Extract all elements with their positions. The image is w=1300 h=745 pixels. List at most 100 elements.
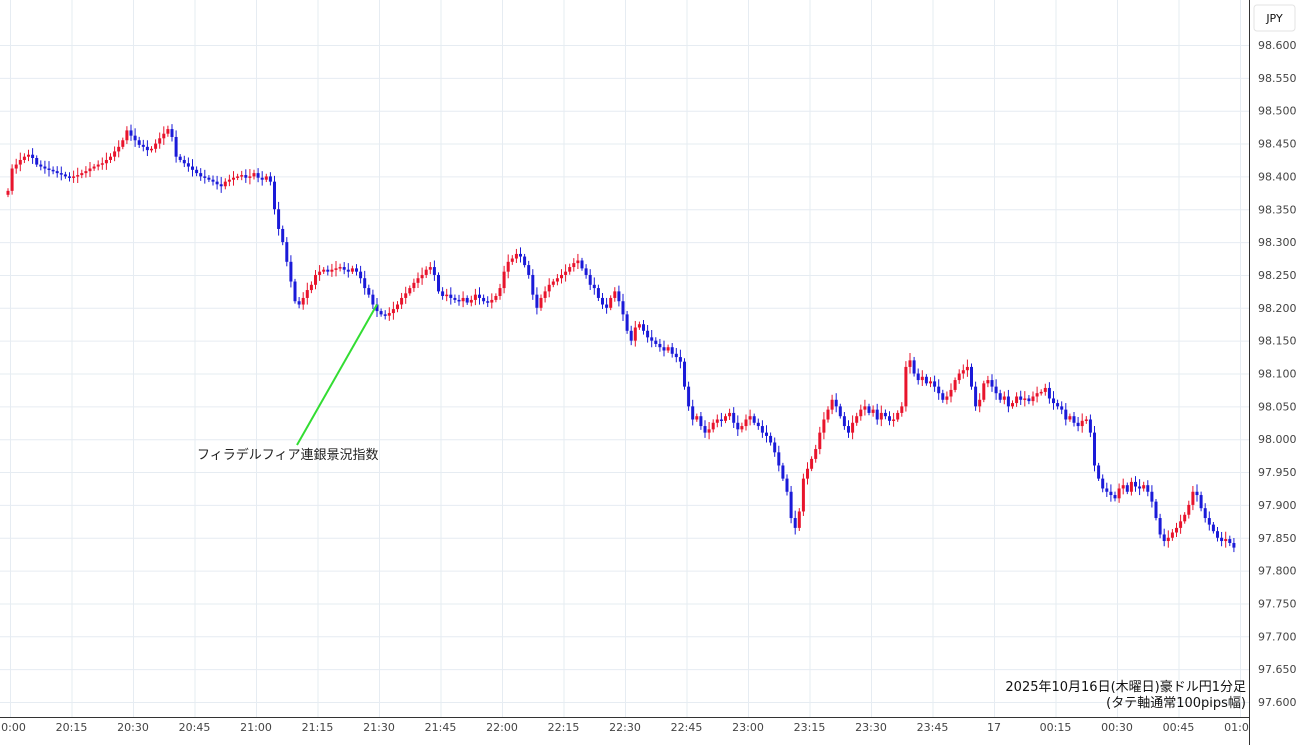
candle-body [1166, 537, 1170, 542]
candle-body [498, 288, 502, 296]
candle-body [666, 347, 670, 351]
price-tick-label: 98.400 [1258, 170, 1297, 183]
candle [551, 278, 555, 288]
candle-body [818, 432, 822, 450]
candle [39, 160, 43, 171]
candle [965, 359, 969, 377]
candle-body [1047, 387, 1051, 399]
candle-body [1006, 396, 1010, 407]
candle [129, 124, 133, 141]
candle-body [203, 176, 207, 178]
candle [293, 278, 297, 304]
candle [855, 412, 859, 426]
candle-body [683, 361, 686, 387]
candle-body [301, 297, 305, 305]
candle [728, 408, 732, 420]
candle-body [59, 173, 63, 175]
candle-body [14, 164, 18, 169]
candle [781, 462, 785, 481]
candle [191, 159, 194, 177]
candle [314, 269, 317, 290]
candle [785, 474, 789, 496]
candle-body [166, 129, 170, 134]
price-tick-label: 98.300 [1258, 236, 1297, 249]
candle-body [732, 412, 736, 423]
candle [687, 381, 691, 411]
candle [301, 292, 305, 310]
time-tick-label: 01:00 [1224, 721, 1256, 734]
currency-badge[interactable]: JPY [1253, 4, 1296, 32]
candle [297, 297, 301, 309]
time-axis[interactable]: 20:00 20:15 20:30 20:45 21:00 21:15 21:30 21:45… [0, 721, 1256, 734]
candle [617, 285, 621, 307]
candle [650, 330, 654, 348]
candle [605, 297, 609, 314]
candle-body [904, 366, 908, 407]
candle-body [1224, 539, 1228, 542]
candle-body [949, 389, 953, 397]
candle-body [871, 409, 875, 413]
price-tick-label: 97.600 [1258, 696, 1297, 709]
candle-body [191, 166, 194, 170]
candle-body [937, 386, 941, 394]
candle-body [453, 297, 457, 300]
candle [953, 377, 957, 393]
candle [1150, 485, 1154, 508]
candle [141, 139, 145, 152]
candle [203, 169, 207, 184]
price-tick-label: 97.750 [1258, 597, 1297, 610]
candle-body [519, 253, 522, 257]
candle-body [281, 228, 285, 243]
candle [1162, 528, 1166, 547]
candle-body [1216, 531, 1219, 538]
candle [1138, 479, 1142, 496]
candle [55, 166, 59, 178]
candle [281, 225, 285, 246]
candle-body [346, 269, 350, 272]
candle [1232, 538, 1236, 553]
candle-body [933, 381, 937, 387]
candle [879, 405, 883, 427]
candle-body [510, 258, 514, 262]
candle [35, 155, 39, 167]
candle [383, 310, 387, 320]
time-tick-label: 23:00 [732, 721, 764, 734]
candle-body [408, 288, 412, 294]
candle [260, 171, 264, 186]
candle [1220, 531, 1224, 547]
candle-body [338, 267, 342, 269]
candle [961, 364, 965, 379]
candle [974, 381, 978, 411]
candle [133, 128, 137, 147]
candle-body [551, 281, 555, 285]
candle-body [609, 297, 613, 308]
candle-body [1052, 398, 1055, 404]
candle [1191, 485, 1195, 511]
price-axis[interactable]: 98.600 98.550 98.500 98.450 98.400 98.350 98.3… [1258, 39, 1297, 709]
candle [305, 282, 309, 305]
candle-body [437, 274, 440, 292]
candle-body [473, 294, 477, 300]
candle-body [383, 314, 387, 316]
candle [871, 405, 875, 417]
candle [666, 344, 670, 353]
candle [752, 413, 756, 426]
candle [514, 248, 518, 264]
candle-body [793, 518, 797, 528]
candle-body [63, 174, 67, 177]
candle [182, 155, 186, 168]
candle-body [879, 412, 883, 420]
candle-body [178, 156, 182, 160]
candle [6, 188, 10, 198]
candle [330, 263, 334, 277]
candle-body [629, 330, 633, 341]
price-tick-label: 98.500 [1258, 105, 1297, 118]
time-tick-label: 00:45 [1163, 721, 1195, 734]
candle-body [596, 288, 600, 298]
price-tick-label: 98.350 [1258, 203, 1297, 216]
candle-body [10, 168, 14, 191]
price-tick-label: 98.450 [1258, 138, 1297, 151]
candle-body [662, 347, 666, 351]
candle [1015, 392, 1019, 407]
candle [359, 265, 363, 284]
